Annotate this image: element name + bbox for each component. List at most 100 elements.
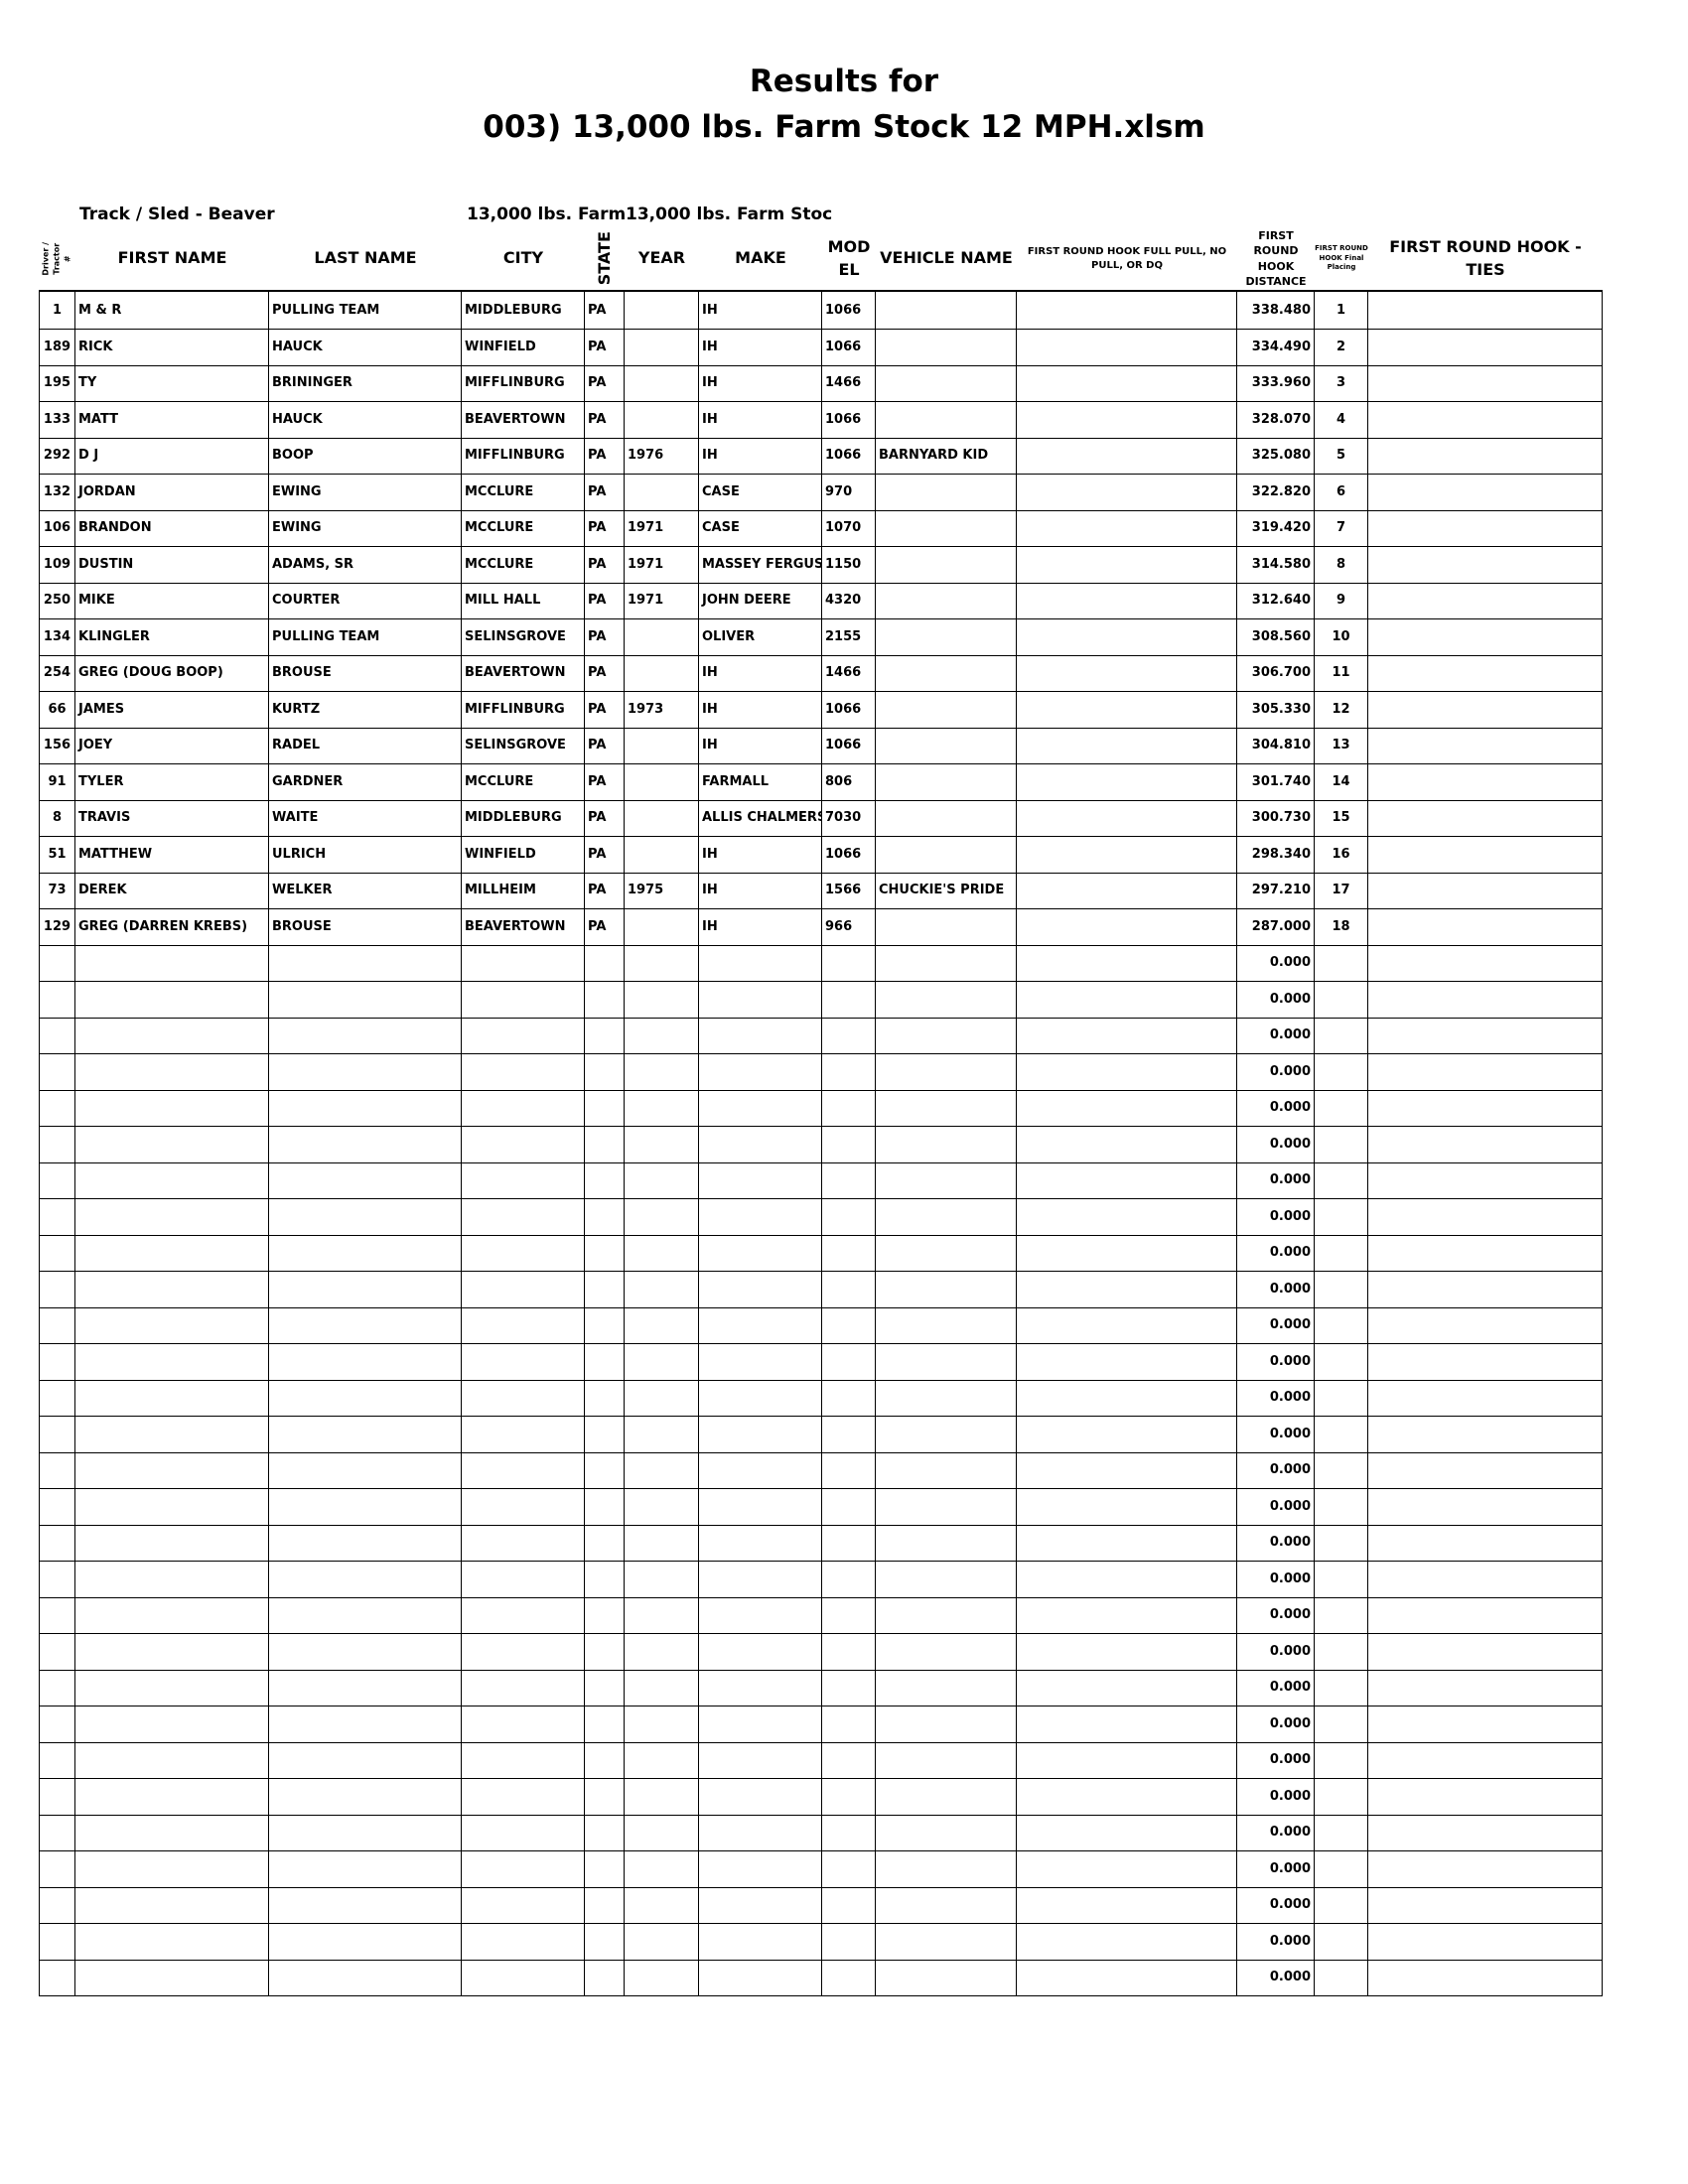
cell-model: 1150 (822, 545, 876, 584)
empty-cell (585, 1089, 625, 1127)
empty-cell (876, 509, 1017, 547)
empty-cell (699, 980, 822, 1019)
column-header: Driver / Tractor # (39, 227, 75, 292)
empty-cell (625, 1560, 699, 1598)
cell-last: RADEL (269, 727, 462, 764)
empty-cell (75, 1705, 269, 1743)
empty-cell (699, 1270, 822, 1308)
cell-distance: 0.000 (1237, 1705, 1315, 1743)
empty-cell (75, 1524, 269, 1562)
empty-cell (876, 1814, 1017, 1851)
cell-place: 7 (1315, 509, 1368, 547)
empty-cell (39, 1886, 75, 1924)
empty-cell (625, 1415, 699, 1453)
empty-cell (1017, 582, 1237, 619)
empty-cell (876, 762, 1017, 801)
empty-cell (1017, 1922, 1237, 1961)
empty-cell (1315, 1306, 1368, 1344)
cell-distance: 304.810 (1237, 727, 1315, 764)
empty-cell (1368, 1415, 1603, 1453)
empty-cell (39, 1524, 75, 1562)
empty-cell (585, 1524, 625, 1562)
empty-cell (269, 1161, 462, 1199)
empty-cell (1368, 1342, 1603, 1381)
cell-distance: 0.000 (1237, 1089, 1315, 1127)
empty-cell (1017, 1089, 1237, 1127)
empty-cell (1017, 437, 1237, 475)
empty-cell (269, 1959, 462, 1996)
empty-cell (699, 1705, 822, 1743)
empty-cell (585, 1415, 625, 1453)
cell-model: 966 (822, 907, 876, 946)
cell-num: 132 (39, 473, 75, 511)
empty-cell (822, 1306, 876, 1344)
class-b: 13,000 lbs. Farm Stoc (626, 205, 833, 224)
empty-cell (269, 1777, 462, 1816)
empty-cell (462, 1560, 585, 1598)
empty-cell (1017, 1560, 1237, 1598)
empty-cell (876, 1922, 1017, 1961)
empty-cell (625, 980, 699, 1019)
empty-cell (1017, 727, 1237, 764)
empty-cell (699, 1017, 822, 1054)
empty-cell (1368, 1379, 1603, 1417)
cell-distance: 0.000 (1237, 1017, 1315, 1054)
empty-cell (822, 1487, 876, 1526)
empty-cell (625, 1342, 699, 1381)
empty-cell (39, 1415, 75, 1453)
empty-cell (585, 1017, 625, 1054)
cell-city: MILLHEIM (462, 872, 585, 909)
empty-cell (876, 1125, 1017, 1163)
empty-cell (876, 799, 1017, 837)
empty-cell (1368, 437, 1603, 475)
cell-last: ADAMS, SR (269, 545, 462, 584)
cell-distance: 287.000 (1237, 907, 1315, 946)
cell-place: 15 (1315, 799, 1368, 837)
empty-cell (1017, 1959, 1237, 1996)
cell-city: MIFFLINBURG (462, 364, 585, 402)
cell-make: IH (699, 437, 822, 475)
cell-make: IH (699, 292, 822, 330)
empty-cell (1017, 762, 1237, 801)
empty-cell (822, 1669, 876, 1706)
cell-city: MIDDLEBURG (462, 799, 585, 837)
empty-cell (625, 762, 699, 801)
empty-cell (625, 1741, 699, 1779)
empty-cell (1368, 1197, 1603, 1236)
cell-distance: 0.000 (1237, 1451, 1315, 1489)
cell-city: MCCLURE (462, 545, 585, 584)
cell-state: PA (585, 364, 625, 402)
empty-cell (1017, 328, 1237, 366)
cell-distance: 325.080 (1237, 437, 1315, 475)
cell-num: 254 (39, 654, 75, 692)
cell-distance: 0.000 (1237, 1234, 1315, 1272)
empty-cell (699, 1487, 822, 1526)
empty-cell (876, 654, 1017, 692)
cell-last: HAUCK (269, 400, 462, 439)
empty-cell (462, 1524, 585, 1562)
empty-cell (75, 1886, 269, 1924)
empty-cell (1368, 1234, 1603, 1272)
empty-cell (585, 1777, 625, 1816)
empty-cell (1017, 1849, 1237, 1888)
empty-cell (1368, 980, 1603, 1019)
empty-cell (585, 1487, 625, 1526)
column-header: FIRST ROUND HOOK DISTANCE (1237, 227, 1315, 292)
empty-cell (585, 1451, 625, 1489)
empty-cell (269, 1487, 462, 1526)
empty-cell (1368, 473, 1603, 511)
empty-cell (1017, 1306, 1237, 1344)
cell-distance: 0.000 (1237, 1814, 1315, 1851)
empty-cell (585, 1342, 625, 1381)
empty-cell (1017, 1125, 1237, 1163)
empty-cell (1017, 1415, 1237, 1453)
cell-first: DEREK (75, 872, 269, 909)
cell-num: 133 (39, 400, 75, 439)
cell-model: 1066 (822, 727, 876, 764)
cell-num: 134 (39, 617, 75, 656)
empty-cell (39, 1959, 75, 1996)
cell-distance: 298.340 (1237, 835, 1315, 874)
cell-num: 292 (39, 437, 75, 475)
empty-cell (269, 1089, 462, 1127)
empty-cell (1368, 1669, 1603, 1706)
